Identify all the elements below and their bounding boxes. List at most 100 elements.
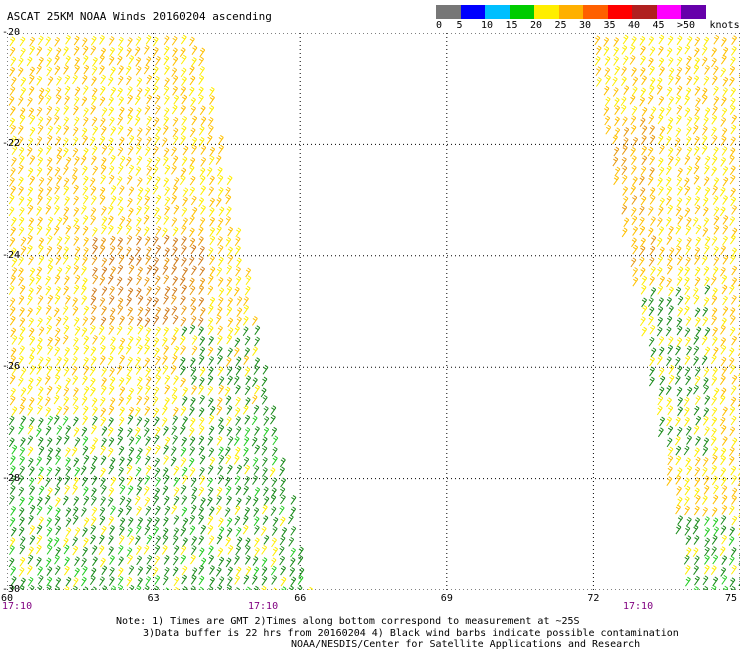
scale-swatch bbox=[558, 5, 583, 19]
wind-barb bbox=[155, 244, 162, 255]
wind-barb bbox=[694, 97, 701, 108]
wind-barb bbox=[137, 266, 143, 277]
wind-barb bbox=[181, 94, 188, 105]
wind-barb bbox=[666, 397, 672, 408]
wind-barb bbox=[693, 384, 699, 395]
wind-barb bbox=[722, 406, 728, 417]
wind-barb bbox=[711, 376, 718, 386]
wind-barb bbox=[638, 216, 645, 227]
wind-barb bbox=[64, 556, 70, 567]
wind-barb bbox=[198, 435, 205, 446]
wind-barb bbox=[649, 77, 656, 87]
wind-barb bbox=[118, 136, 125, 147]
wind-barb bbox=[99, 297, 106, 307]
wind-barb bbox=[180, 256, 187, 267]
wind-barb bbox=[128, 406, 135, 417]
wind-barb bbox=[217, 517, 224, 528]
wind-barb bbox=[695, 415, 702, 426]
wind-barb bbox=[722, 585, 729, 590]
wind-barb bbox=[713, 246, 719, 256]
wind-barb bbox=[110, 126, 117, 136]
wind-barb bbox=[74, 437, 81, 447]
wind-barb bbox=[116, 276, 123, 287]
wind-barb bbox=[667, 155, 674, 166]
wind-barb bbox=[667, 455, 674, 466]
wind-barb bbox=[164, 196, 171, 207]
wind-barb bbox=[720, 515, 727, 525]
wind-barb bbox=[29, 535, 36, 545]
wind-barb bbox=[207, 545, 214, 556]
wind-barb bbox=[251, 436, 258, 447]
wind-barb bbox=[145, 367, 151, 378]
wind-barb bbox=[55, 366, 62, 377]
wind-barb bbox=[63, 206, 70, 217]
wind-barb bbox=[262, 515, 269, 525]
wind-barb bbox=[703, 266, 710, 276]
wind-barb bbox=[63, 185, 70, 196]
wind-barb bbox=[117, 305, 124, 315]
wind-barb bbox=[677, 167, 683, 178]
wind-barb bbox=[271, 426, 278, 437]
wind-barb bbox=[685, 136, 692, 146]
wind-barb bbox=[170, 335, 177, 346]
wind-barb bbox=[54, 327, 61, 338]
wind-barb bbox=[63, 246, 69, 256]
wind-barb bbox=[666, 315, 673, 326]
wind-barb bbox=[711, 105, 718, 116]
wind-barb bbox=[693, 505, 700, 516]
wind-barb bbox=[117, 164, 124, 175]
wind-barb bbox=[26, 565, 33, 575]
wind-barb bbox=[199, 497, 206, 507]
wind-barb bbox=[127, 517, 134, 527]
wind-barb bbox=[172, 535, 179, 546]
wind-barb bbox=[667, 204, 673, 215]
wind-barb bbox=[54, 106, 60, 117]
wind-barb bbox=[109, 397, 116, 407]
wind-barb bbox=[197, 316, 204, 327]
wind-barb bbox=[45, 356, 51, 367]
wind-barb bbox=[720, 467, 727, 477]
wind-barb bbox=[62, 137, 69, 148]
wind-barb bbox=[163, 215, 170, 225]
wind-barb bbox=[188, 256, 195, 266]
wind-barb bbox=[144, 86, 151, 97]
wind-barb bbox=[72, 105, 79, 116]
wind-barb bbox=[27, 287, 34, 298]
wind-barb bbox=[712, 517, 719, 528]
wind-barb bbox=[199, 346, 206, 357]
wind-barb bbox=[55, 124, 62, 135]
wind-barb bbox=[712, 65, 719, 76]
wind-barb bbox=[668, 247, 675, 257]
wind-barb bbox=[125, 156, 132, 167]
wind-barb bbox=[155, 126, 162, 136]
wind-barb bbox=[20, 76, 27, 87]
wind-barb bbox=[190, 494, 197, 505]
wind-barb bbox=[171, 35, 178, 46]
wind-barb bbox=[217, 446, 224, 457]
wind-barb bbox=[29, 45, 35, 56]
wind-barb bbox=[54, 346, 61, 357]
wind-barb bbox=[74, 527, 81, 537]
wind-barb bbox=[36, 167, 43, 177]
wind-barb bbox=[656, 77, 663, 87]
wind-barb bbox=[109, 367, 115, 378]
wind-barb bbox=[245, 586, 251, 590]
wind-barb bbox=[19, 465, 25, 476]
wind-barb bbox=[90, 76, 97, 87]
wind-barb bbox=[64, 484, 70, 495]
wind-barb bbox=[72, 167, 78, 177]
wind-barb bbox=[63, 125, 70, 135]
wind-barb bbox=[227, 254, 234, 265]
wind-barb bbox=[91, 255, 98, 266]
wind-barb bbox=[135, 65, 142, 76]
wind-barb bbox=[181, 284, 187, 295]
wind-barb bbox=[55, 136, 62, 146]
wind-barb bbox=[53, 225, 60, 236]
wind-barb bbox=[63, 386, 70, 397]
wind-barb bbox=[704, 527, 710, 537]
wind-barb bbox=[73, 345, 80, 356]
wind-barb bbox=[630, 257, 637, 268]
wind-barb bbox=[261, 436, 268, 447]
wind-barb bbox=[710, 565, 717, 576]
wind-barb bbox=[108, 417, 114, 427]
